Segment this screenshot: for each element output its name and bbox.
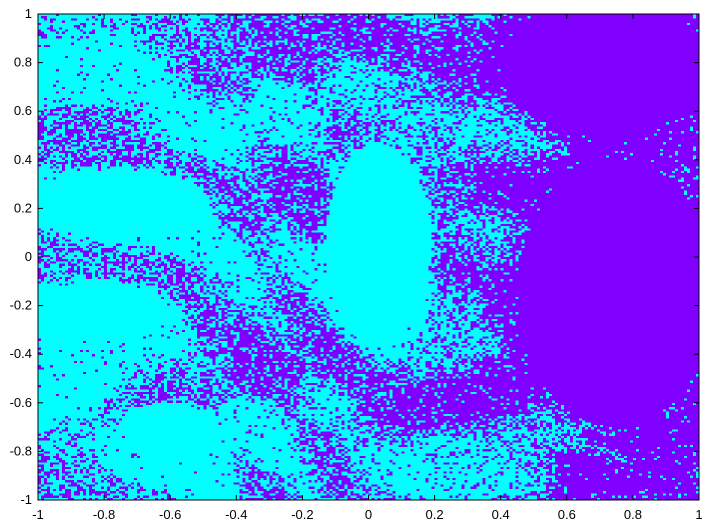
y-tick-label: 0.6	[14, 103, 32, 118]
x-tick-label: -0.8	[93, 507, 115, 522]
x-tick-label: 1	[695, 507, 702, 522]
y-axis: -1 -0.8 -0.6 -0.4 -0.2 0 0.2 0.4 0.6 0.8 1	[10, 6, 699, 507]
x-tick-label: 0.6	[558, 507, 576, 522]
y-tick-label: -0.4	[10, 346, 32, 361]
y-tick-label: 1	[25, 6, 32, 21]
y-tick-label: -0.2	[10, 298, 32, 313]
x-tick-label: 0	[365, 507, 372, 522]
y-tick-label: -0.8	[10, 443, 32, 458]
x-axis: -1 -0.8 -0.6 -0.4 -0.2 0 0.2 0.4 0.6 0.8 1	[32, 14, 702, 522]
y-tick-label: 0.4	[14, 152, 32, 167]
y-tick-label: 0.8	[14, 55, 32, 70]
basin-heatmap	[38, 14, 699, 500]
x-tick-label: 0.4	[492, 507, 510, 522]
y-tick-label: -1	[20, 492, 32, 507]
y-tick-label: 0.2	[14, 200, 32, 215]
x-tick-label: -1	[32, 507, 44, 522]
x-tick-label: -0.2	[291, 507, 313, 522]
x-tick-label: -0.6	[159, 507, 181, 522]
x-tick-label: -0.4	[225, 507, 247, 522]
y-tick-label: -0.6	[10, 395, 32, 410]
x-tick-label: 0.2	[426, 507, 444, 522]
x-tick-label: 0.8	[624, 507, 642, 522]
y-tick-label: 0	[25, 249, 32, 264]
